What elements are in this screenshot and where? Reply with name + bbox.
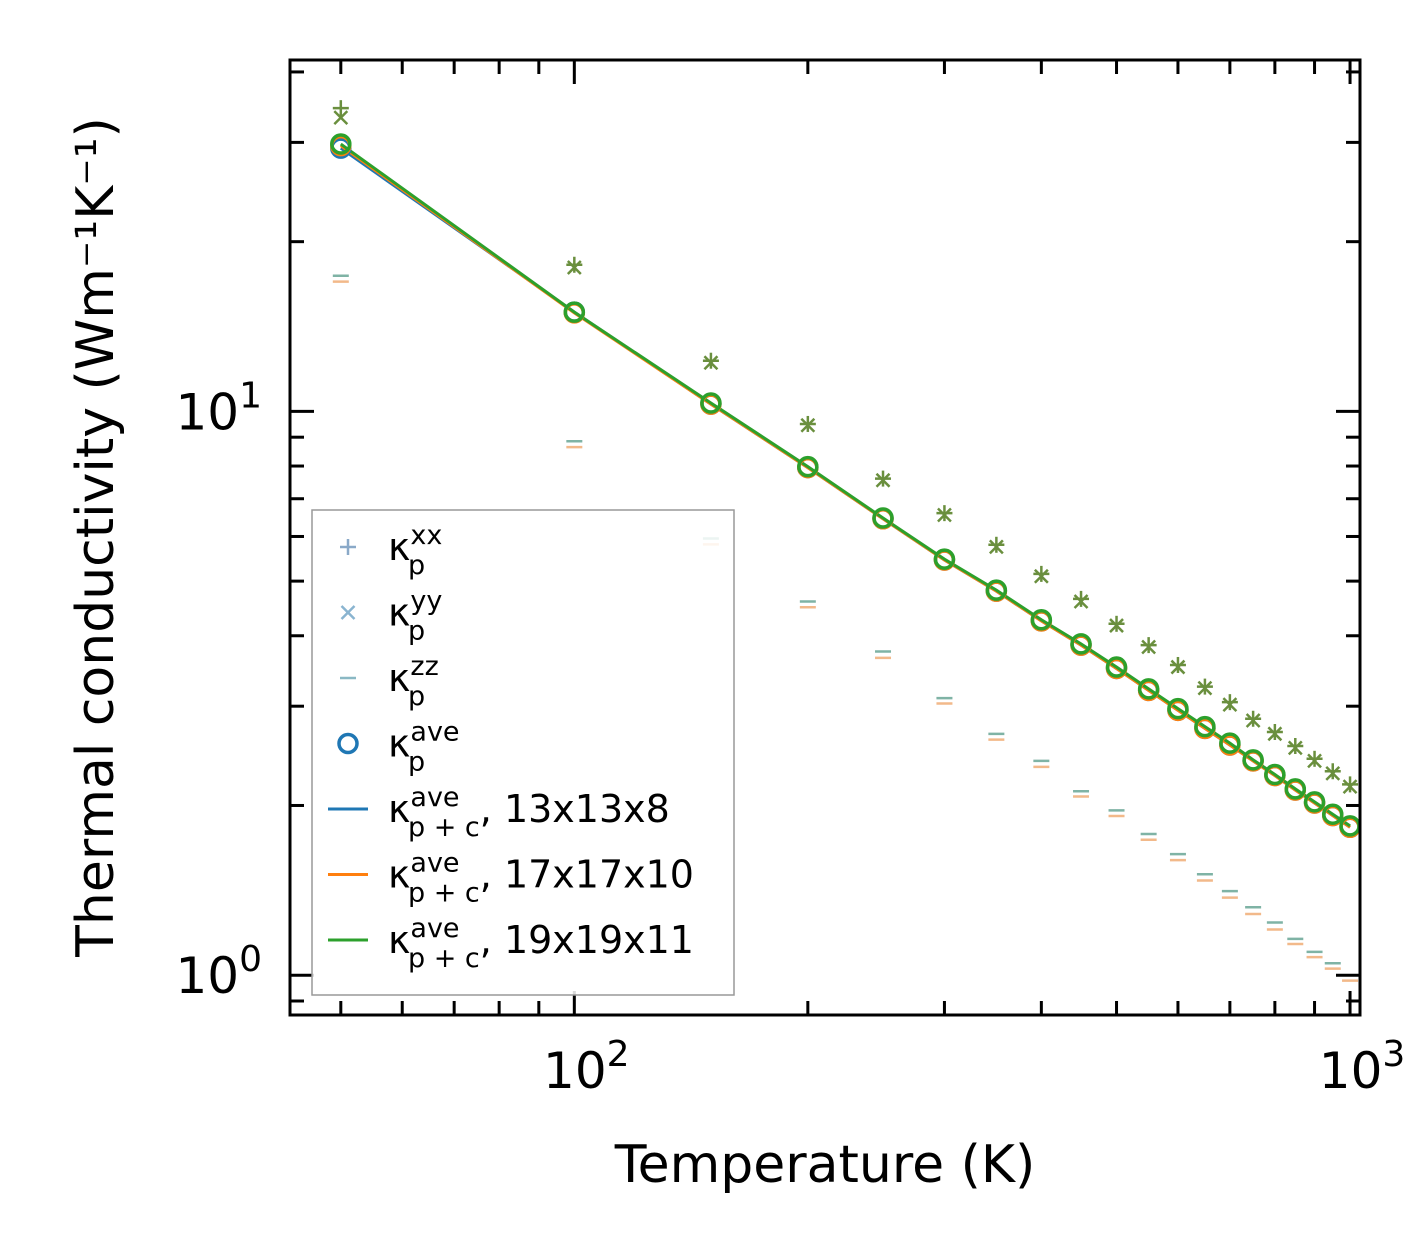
kp_yy-point xyxy=(1197,680,1213,696)
legend-label: κzz p xyxy=(388,651,439,712)
kp_yy-point xyxy=(1325,766,1341,781)
kp_yy-point xyxy=(1245,713,1261,728)
kp_ave_green-point xyxy=(1167,697,1189,720)
kp_xx-point xyxy=(1306,750,1323,767)
kp_yy-point xyxy=(1170,659,1186,675)
kp_ave_green-point xyxy=(1284,778,1307,800)
legend-marker-x xyxy=(340,605,356,620)
kp_yy-point xyxy=(1141,639,1157,655)
kp_xx-point xyxy=(1073,590,1090,607)
kp_yy-point xyxy=(1033,568,1049,584)
kp_yy-point xyxy=(1109,618,1124,633)
kp_ave_green-point xyxy=(1105,656,1128,678)
legend-label: κave p + c, 17x17x10 xyxy=(388,848,694,909)
kp_yy-point xyxy=(703,355,719,371)
kp_yy-point xyxy=(875,472,891,488)
kp_ave_green-point xyxy=(1070,633,1092,655)
kp_yy-point xyxy=(988,539,1004,555)
kp_xx-point xyxy=(936,505,953,522)
kp_xx-point xyxy=(566,256,583,273)
kp_xx-point xyxy=(1169,656,1186,673)
legend-label: κyy p xyxy=(388,586,442,647)
legend-marker-plus xyxy=(340,539,356,555)
kp_ave_green-point xyxy=(872,507,894,529)
legend-marker-circle xyxy=(337,732,359,755)
axis-ticks: 102 103 100 101 xyxy=(175,60,1405,1100)
kp_ave_green-point xyxy=(985,579,1008,601)
kp_xx-point xyxy=(702,352,719,369)
kp_ave_green-point xyxy=(797,455,819,478)
x-tick-label: 103 xyxy=(1319,1034,1406,1100)
kp_yy-point xyxy=(1073,594,1089,609)
kp_ave_green-point xyxy=(933,548,956,570)
kp_xx-point xyxy=(1324,763,1341,780)
y-tick-label: 100 xyxy=(175,939,262,1005)
legend-label: κave p xyxy=(388,717,460,778)
y-axis-label: Thermal conductivity (Wm⁻¹K⁻¹) xyxy=(66,117,126,958)
kp_ave_green-point xyxy=(1030,609,1053,631)
kp_yy-point xyxy=(1307,753,1322,769)
kp_xx-point xyxy=(1140,637,1157,654)
kp_yy-point xyxy=(333,110,349,125)
legend-label: κave p + c, 19x19x11 xyxy=(388,913,694,974)
kp_xx-point xyxy=(1266,723,1283,740)
kp_xx-point xyxy=(1342,776,1359,793)
kp_yy-point xyxy=(1222,697,1238,712)
x-tick-label: 102 xyxy=(543,1034,630,1100)
y-tick-label: 101 xyxy=(175,375,262,441)
kp_ave_green-point xyxy=(563,301,586,323)
legend-label: κxx p xyxy=(388,520,442,581)
kp_yy-point xyxy=(1342,779,1358,795)
x-axis-label: Temperature (K) xyxy=(614,1135,1036,1195)
kp_yy-point xyxy=(1287,740,1303,756)
kp_xx-point xyxy=(988,536,1005,553)
legend-box xyxy=(311,509,735,996)
legend-label: κave p + c, 13x13x8 xyxy=(388,782,670,843)
kp_ave_green-point xyxy=(700,392,722,414)
kp_xx-point xyxy=(332,100,349,117)
plot-area xyxy=(330,100,1361,982)
kp_ave_green-point xyxy=(1137,678,1160,700)
kp_ave_green-point xyxy=(1194,715,1216,738)
kp_yy-point xyxy=(566,260,582,275)
kp_ave_green-point xyxy=(1322,803,1344,825)
kp_ave_green-point xyxy=(1264,763,1286,786)
kp_ave_green-point xyxy=(330,133,352,155)
kp_yy-point xyxy=(1267,726,1283,742)
kp_yy-point xyxy=(800,417,816,433)
kp_yy-point xyxy=(937,507,952,523)
kp_ave_green-point xyxy=(1219,732,1241,754)
kp_xx-point xyxy=(1287,737,1304,754)
kp_xx-point xyxy=(1221,694,1238,711)
kp_xx-point xyxy=(1033,565,1050,582)
kp_ave_green-point xyxy=(1303,791,1326,813)
kpc_19x19x11-line xyxy=(339,142,1351,828)
kp_ave_green-point xyxy=(1242,749,1264,771)
